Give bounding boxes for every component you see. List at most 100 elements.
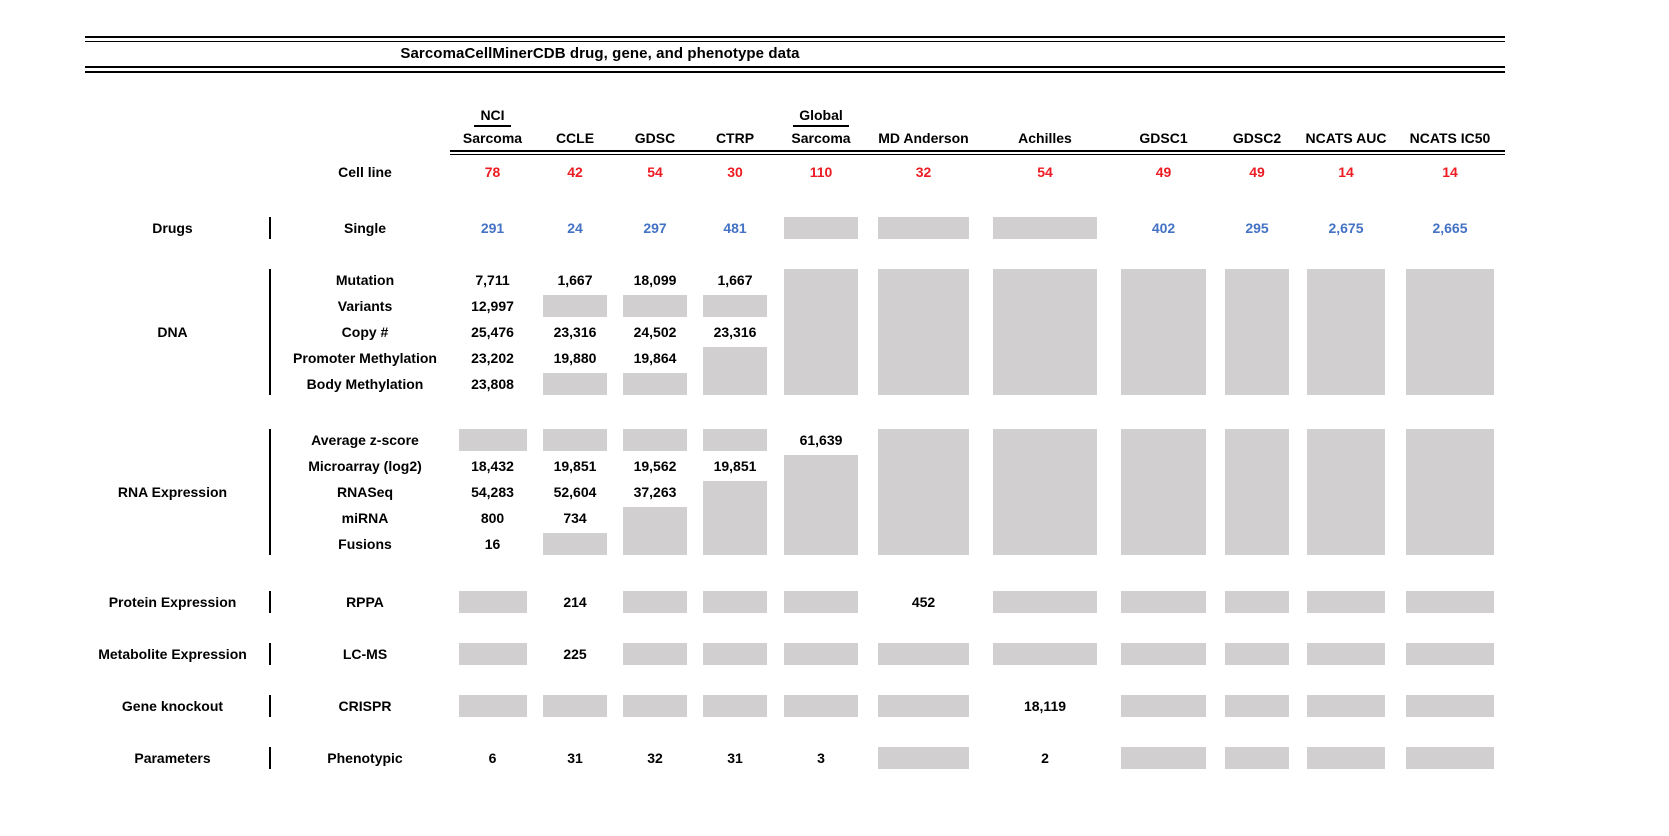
no-data-block [1306, 269, 1386, 395]
no-data-block [1225, 429, 1289, 555]
column-header-label: Achilles [1018, 130, 1072, 146]
category-label: RNA Expression [117, 484, 228, 500]
no-data-box [543, 533, 607, 555]
row-label: Mutation [335, 272, 395, 288]
column-header-label: GDSC2 [1232, 130, 1282, 146]
category-divider [269, 695, 271, 717]
column-header-ncats-auc: NCATS AUC [1297, 103, 1395, 149]
value-cell: 225 [563, 646, 587, 662]
no-data-box [458, 591, 527, 613]
no-data-block [878, 269, 969, 395]
category-label: Gene knockout [121, 698, 224, 714]
cell-line-count: 54 [647, 164, 663, 180]
no-data-block [1406, 429, 1494, 555]
value-cell: 297 [643, 220, 667, 236]
column-header-label: NCATS IC50 [1409, 130, 1491, 146]
cell-line-label: Cell line [338, 164, 392, 180]
cell-line-count: 32 [915, 164, 932, 180]
row-label: Variants [337, 298, 393, 314]
value-cell: 214 [563, 594, 587, 610]
no-data-box [1120, 643, 1207, 665]
value-cell: 23,316 [553, 324, 597, 340]
row-label: Body Methylation [306, 376, 424, 392]
category-label: Metabolite Expression [98, 646, 247, 662]
column-header-label: GDSC1 [1139, 130, 1188, 146]
figure-page: SarcomaCellMinerCDB drug, gene, and phen… [0, 36, 1669, 836]
no-data-box [878, 217, 969, 239]
no-data-box [1120, 747, 1207, 769]
row-label: Phenotypic [327, 750, 403, 766]
cellline-grid: Cell line 78 42 54 30 110 32 54 49 49 14 14 [85, 159, 1669, 185]
cell-line-count: 14 [1338, 164, 1354, 180]
column-header-top-label: Global [793, 105, 849, 127]
no-data-box [703, 429, 767, 451]
category-divider [269, 429, 271, 555]
title-bottom-rule [85, 66, 1505, 73]
value-cell: 2 [1041, 750, 1049, 766]
no-data-box [543, 695, 607, 717]
section-drugs: Drugs Single 291 24 297 481 402 295 2,675 2,665 [85, 215, 1669, 241]
no-data-block [1120, 429, 1207, 555]
value-cell: 24 [567, 220, 583, 236]
column-header-label: Sarcoma [791, 130, 851, 146]
no-data-box [623, 295, 687, 317]
column-header-ctrp: CTRP [695, 103, 775, 149]
value-cell: 452 [911, 594, 936, 610]
value-cell: 19,562 [633, 458, 677, 474]
column-header-label: CTRP [715, 130, 755, 146]
cell-line-count: 30 [727, 164, 743, 180]
no-data-box [1306, 695, 1386, 717]
column-header-gdsc: GDSC [615, 103, 695, 149]
category-divider [269, 747, 271, 769]
no-data-box [458, 695, 527, 717]
no-data-block [703, 481, 767, 555]
no-data-box [703, 295, 767, 317]
value-cell: 18,119 [1023, 698, 1067, 714]
value-cell: 18,099 [633, 272, 677, 288]
category-label: Parameters [134, 750, 211, 766]
no-data-box [623, 695, 687, 717]
no-data-box [1120, 695, 1207, 717]
no-data-box [1225, 591, 1289, 613]
no-data-box [1225, 695, 1289, 717]
column-header-top-label: NCI [474, 105, 511, 127]
no-data-box [1120, 591, 1207, 613]
value-cell: 19,880 [553, 350, 597, 366]
value-cell: 12,997 [471, 298, 514, 314]
column-header-label: NCATS AUC [1305, 130, 1387, 146]
column-header-ncats-ic50: NCATS IC50 [1395, 103, 1505, 149]
row-label: Average z-score [311, 432, 419, 448]
value-cell: 291 [480, 220, 505, 236]
value-cell: 800 [480, 510, 505, 526]
value-cell: 24,502 [633, 324, 677, 340]
value-cell: 2,675 [1328, 220, 1364, 236]
no-data-box [1225, 747, 1289, 769]
no-data-box [784, 695, 858, 717]
value-cell: 23,316 [713, 324, 757, 340]
cell-line-count: 78 [484, 164, 501, 180]
value-cell: 734 [563, 510, 587, 526]
no-data-block [1225, 269, 1289, 395]
value-cell: 61,639 [799, 432, 843, 448]
no-data-box [784, 217, 858, 239]
row-label: Single [343, 220, 386, 236]
value-cell: 3 [817, 750, 825, 766]
value-cell: 54,283 [471, 484, 514, 500]
no-data-box [878, 643, 969, 665]
category-divider [269, 591, 271, 613]
row-label: LC-MS [342, 646, 388, 662]
row-label: RPPA [346, 594, 384, 610]
cell-line-count: 49 [1249, 164, 1265, 180]
value-cell: 481 [723, 220, 747, 236]
row-label: Copy # [341, 324, 389, 340]
no-data-box [543, 373, 607, 395]
value-cell: 7,711 [475, 272, 510, 288]
no-data-block [993, 429, 1097, 555]
section-protein-expression: Protein Expression RPPA 214 452 [85, 589, 1669, 615]
column-header-gdsc2: GDSC2 [1217, 103, 1297, 149]
column-header-label: CCLE [555, 130, 595, 146]
value-cell: 52,604 [553, 484, 597, 500]
section-rna-expression: RNA Expression Average z-score 61,639 Micro… [85, 427, 1669, 557]
row-label: CRISPR [338, 698, 392, 714]
column-header-gdsc1: GDSC1 [1110, 103, 1217, 149]
